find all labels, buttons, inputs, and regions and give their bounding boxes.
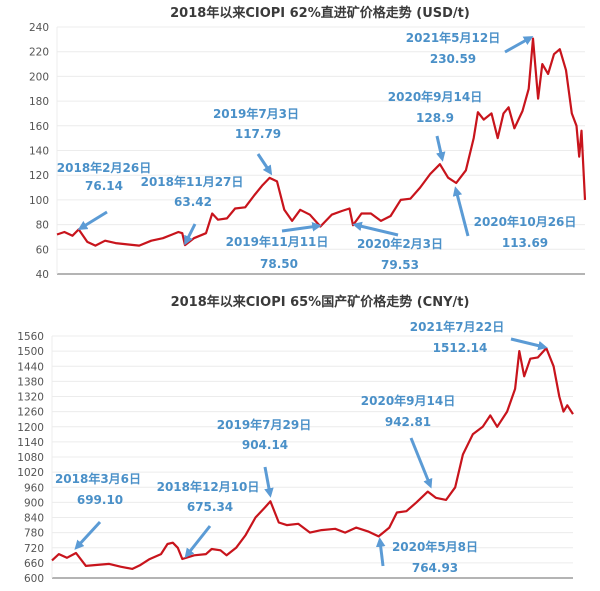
annotation-arrow: [281, 222, 322, 233]
chart-title-usd: 2018年以来CIOPI 62%直进矿价格走势 (USD/t): [170, 5, 470, 21]
annotation-arrow: [510, 337, 548, 351]
annotation-date: 2019年7月3日: [213, 106, 299, 121]
y-tick-label: 1260: [17, 407, 44, 419]
y-tick-label: 1020: [17, 467, 44, 479]
annotation-arrow: [375, 537, 386, 567]
annotation-arrow: [77, 210, 108, 231]
annotation-date: 2020年2月3日: [357, 236, 443, 251]
annotation-value: 699.10: [77, 493, 123, 507]
annotation-arrow: [184, 525, 212, 559]
price-line: [56, 37, 587, 247]
annotation-arrow: [184, 223, 197, 246]
y-tick-label: 960: [24, 482, 44, 494]
annotation-arrow: [352, 221, 399, 237]
y-tick-label: 1320: [17, 392, 44, 404]
y-tick-label: 660: [24, 558, 44, 570]
price-line: [51, 347, 574, 571]
annotation-date: 2020年9月14日: [388, 89, 482, 104]
annotation-date: 2020年9月14日: [361, 393, 455, 408]
annotation-date: 2019年11月11日: [226, 234, 329, 249]
y-tick-label: 200: [29, 71, 49, 83]
annotation-value: 764.93: [412, 561, 458, 575]
annotation-date: 2021年5月12日: [406, 30, 500, 45]
annotation-date: 2019年7月29日: [217, 417, 311, 432]
y-tick-label: 40: [36, 269, 49, 281]
annotation-value: 117.79: [235, 127, 281, 141]
annotation-arrow: [256, 153, 273, 176]
y-tick-label: 1080: [17, 452, 44, 464]
annotation-value: 942.81: [385, 415, 431, 429]
y-tick-label: 720: [24, 543, 44, 555]
annotation-value: 904.14: [242, 438, 288, 452]
annotation-value: 113.69: [502, 236, 548, 250]
annotation-date: 2018年11月27日: [141, 174, 244, 189]
annotation-arrow: [504, 36, 534, 54]
y-tick-label: 1560: [17, 331, 44, 343]
y-tick-label: 1140: [17, 437, 44, 449]
y-tick-label: 100: [29, 195, 49, 207]
y-tick-label: 900: [24, 497, 44, 509]
y-tick-label: 1200: [17, 422, 44, 434]
annotation-value: 230.59: [430, 52, 476, 66]
y-tick-label: 160: [29, 121, 49, 133]
y-tick-label: 1500: [17, 346, 44, 358]
annotation-arrow: [74, 520, 102, 550]
y-tick-label: 180: [29, 96, 49, 108]
y-tick-label: 60: [36, 244, 49, 256]
annotation-arrow: [263, 466, 274, 498]
annotation-arrow: [452, 186, 470, 237]
y-tick-label: 140: [29, 146, 49, 158]
usd-chart: 40 60 80 100 120 140 160 180 200 220 240 2018年2月26日…: [29, 22, 587, 281]
annotation-value: 1512.14: [433, 341, 488, 355]
annotation-date: 2020年5月8日: [392, 539, 478, 554]
y-tick-label: 120: [29, 170, 49, 182]
annotation-value: 128.9: [416, 111, 454, 125]
annotation-value: 675.34: [187, 500, 233, 514]
annotation-value: 79.53: [381, 258, 419, 272]
annotation-value: 63.42: [174, 195, 212, 209]
annotation-arrow: [435, 135, 446, 162]
annotation-date: 2018年2月26日: [57, 160, 151, 175]
y-tick-label: 840: [24, 513, 44, 525]
annotation-date: 2018年12月10日: [157, 479, 260, 494]
annotation-date: 2021年7月22日: [410, 319, 504, 334]
annotation-arrow: [409, 437, 433, 489]
annotation-date: 2018年3月6日: [55, 471, 141, 486]
y-tick-label: 780: [24, 528, 44, 540]
y-tick-label: 1440: [17, 361, 44, 373]
y-tick-label: 600: [24, 573, 44, 585]
annotation-value: 76.14: [85, 179, 123, 193]
y-tick-label: 80: [36, 220, 49, 232]
chart-title-cny: 2018年以来CIOPI 65%国产矿价格走势 (CNY/t): [171, 294, 470, 310]
annotation-date: 2020年10月26日: [474, 214, 577, 229]
annotation-value: 78.50: [260, 257, 298, 271]
y-tick-label: 220: [29, 47, 49, 59]
y-tick-label: 240: [29, 22, 49, 34]
cny-chart: 600 660 720 780 840 900 960 1020 1080 1140 1200 126…: [17, 319, 574, 585]
y-tick-label: 1380: [17, 376, 44, 388]
